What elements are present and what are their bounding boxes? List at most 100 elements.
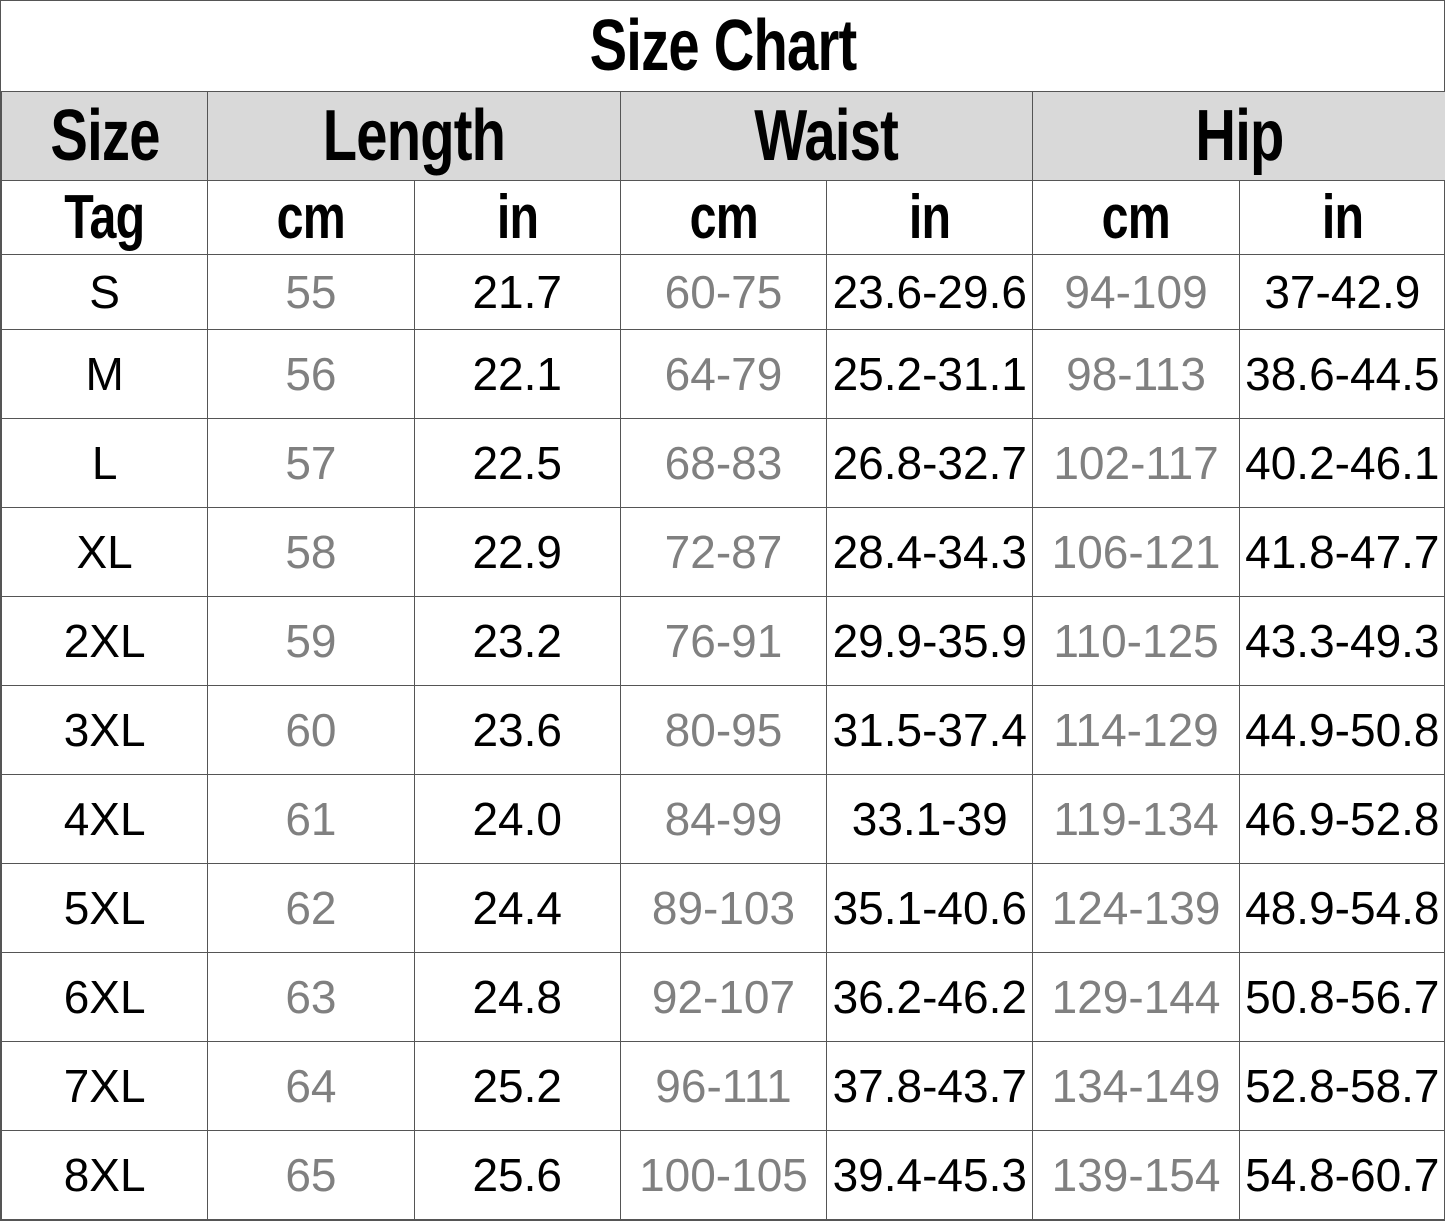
hip-in-cell: 44.9-50.8	[1238, 685, 1445, 775]
waist-cm-cell: 96-111	[619, 1041, 828, 1131]
size-tag-cell: 7XL	[0, 1041, 209, 1131]
size-row-S: S 55 21.7 60-75 23.6-29.6 94-109 37-42.9	[0, 254, 1445, 330]
waist-cm-cell: 80-95	[619, 685, 828, 775]
hip-cm-cell: 106-121	[1032, 507, 1240, 597]
waist-in-cell: 25.2-31.1	[826, 329, 1034, 419]
size-tag-cell: 8XL	[0, 1130, 209, 1220]
length-in-cell: 22.5	[413, 418, 621, 508]
hip-cm-cell: 110-125	[1032, 596, 1240, 686]
hip-in-cell: 50.8-56.7	[1238, 952, 1445, 1042]
hip-cm-cell: 114-129	[1032, 685, 1240, 775]
unit-cm: cm	[1032, 180, 1240, 255]
header-length: Length	[207, 91, 621, 181]
size-row-6XL: 6XL 63 24.8 92-107 36.2-46.2 129-144 50.8-56.7	[0, 952, 1445, 1042]
waist-in-cell: 29.9-35.9	[826, 596, 1034, 686]
waist-cm-cell: 92-107	[619, 952, 828, 1042]
waist-in-cell: 36.2-46.2	[826, 952, 1034, 1042]
unit-cm: cm	[619, 180, 828, 255]
length-cm-cell: 62	[207, 863, 415, 953]
size-tag-cell: 3XL	[0, 685, 209, 775]
hip-in-cell: 41.8-47.7	[1238, 507, 1445, 597]
hip-cm-cell: 129-144	[1032, 952, 1240, 1042]
hip-in-cell: 38.6-44.5	[1238, 329, 1445, 419]
header-waist: Waist	[619, 91, 1034, 181]
chart-title-text: Size Chart	[590, 6, 858, 86]
waist-in-cell: 33.1-39	[826, 774, 1034, 864]
unit-label: in	[496, 183, 538, 252]
size-tag-cell: M	[0, 329, 209, 419]
unit-label: in	[909, 183, 951, 252]
waist-cm-cell: 76-91	[619, 596, 828, 686]
length-in-cell: 25.6	[413, 1130, 621, 1220]
chart-title: Size Chart	[1, 1, 1445, 92]
waist-in-cell: 28.4-34.3	[826, 507, 1034, 597]
length-in-cell: 24.0	[413, 774, 621, 864]
length-in-cell: 21.7	[413, 254, 621, 330]
hip-cm-cell: 134-149	[1032, 1041, 1240, 1131]
length-cm-cell: 65	[207, 1130, 415, 1220]
waist-in-cell: 31.5-37.4	[826, 685, 1034, 775]
size-tag-cell: S	[0, 254, 209, 330]
waist-cm-cell: 84-99	[619, 774, 828, 864]
waist-cm-cell: 60-75	[619, 254, 828, 330]
length-cm-cell: 58	[207, 507, 415, 597]
unit-label: Tag	[64, 183, 146, 252]
unit-row: Tag cm in cm in cm in	[0, 180, 1445, 255]
unit-cm: cm	[207, 180, 415, 255]
header-row: Size Length Waist Hip	[0, 91, 1445, 181]
unit-tag: Tag	[0, 180, 209, 255]
waist-in-cell: 35.1-40.6	[826, 863, 1034, 953]
length-cm-cell: 64	[207, 1041, 415, 1131]
waist-cm-cell: 100-105	[619, 1130, 828, 1220]
waist-in-cell: 37.8-43.7	[826, 1041, 1034, 1131]
size-tag-cell: 5XL	[0, 863, 209, 953]
header-size: Size	[0, 91, 209, 181]
waist-cm-cell: 89-103	[619, 863, 828, 953]
length-cm-cell: 57	[207, 418, 415, 508]
waist-cm-cell: 72-87	[619, 507, 828, 597]
waist-in-cell: 23.6-29.6	[826, 254, 1034, 330]
length-in-cell: 22.9	[413, 507, 621, 597]
size-row-3XL: 3XL 60 23.6 80-95 31.5-37.4 114-129 44.9-50.8	[0, 685, 1445, 775]
size-row-8XL: 8XL 65 25.6 100-105 39.4-45.3 139-154 54.8-60.…	[0, 1130, 1445, 1220]
unit-label: in	[1321, 183, 1364, 252]
hip-in-cell: 40.2-46.1	[1238, 418, 1445, 508]
waist-cm-cell: 68-83	[619, 418, 828, 508]
length-cm-cell: 60	[207, 685, 415, 775]
hip-cm-cell: 102-117	[1032, 418, 1240, 508]
length-cm-cell: 56	[207, 329, 415, 419]
hip-in-cell: 46.9-52.8	[1238, 774, 1445, 864]
hip-in-cell: 54.8-60.7	[1238, 1130, 1445, 1220]
size-tag-cell: 4XL	[0, 774, 209, 864]
size-row-7XL: 7XL 64 25.2 96-111 37.8-43.7 134-149 52.8-58.7	[0, 1041, 1445, 1131]
size-row-M: M 56 22.1 64-79 25.2-31.1 98-113 38.6-44.5	[0, 329, 1445, 419]
hip-in-cell: 43.3-49.3	[1238, 596, 1445, 686]
size-tag-cell: L	[0, 418, 209, 508]
length-in-cell: 22.1	[413, 329, 621, 419]
unit-in: in	[413, 180, 621, 255]
waist-cm-cell: 64-79	[619, 329, 828, 419]
length-in-cell: 23.2	[413, 596, 621, 686]
unit-in: in	[826, 180, 1034, 255]
size-row-4XL: 4XL 61 24.0 84-99 33.1-39 119-134 46.9-52.8	[0, 774, 1445, 864]
length-in-cell: 25.2	[413, 1041, 621, 1131]
unit-label: cm	[689, 183, 758, 252]
hip-in-cell: 48.9-54.8	[1238, 863, 1445, 953]
hip-cm-cell: 139-154	[1032, 1130, 1240, 1220]
hip-cm-cell: 98-113	[1032, 329, 1240, 419]
size-tag-cell: 6XL	[0, 952, 209, 1042]
length-cm-cell: 59	[207, 596, 415, 686]
unit-label: cm	[276, 183, 346, 252]
length-cm-cell: 61	[207, 774, 415, 864]
unit-in: in	[1238, 180, 1445, 255]
hip-cm-cell: 124-139	[1032, 863, 1240, 953]
header-hip: Hip	[1032, 91, 1445, 181]
unit-label: cm	[1101, 183, 1171, 252]
length-in-cell: 24.8	[413, 952, 621, 1042]
length-in-cell: 24.4	[413, 863, 621, 953]
waist-in-cell: 39.4-45.3	[826, 1130, 1034, 1220]
hip-in-cell: 52.8-58.7	[1238, 1041, 1445, 1131]
length-cm-cell: 55	[207, 254, 415, 330]
size-tag-cell: XL	[0, 507, 209, 597]
